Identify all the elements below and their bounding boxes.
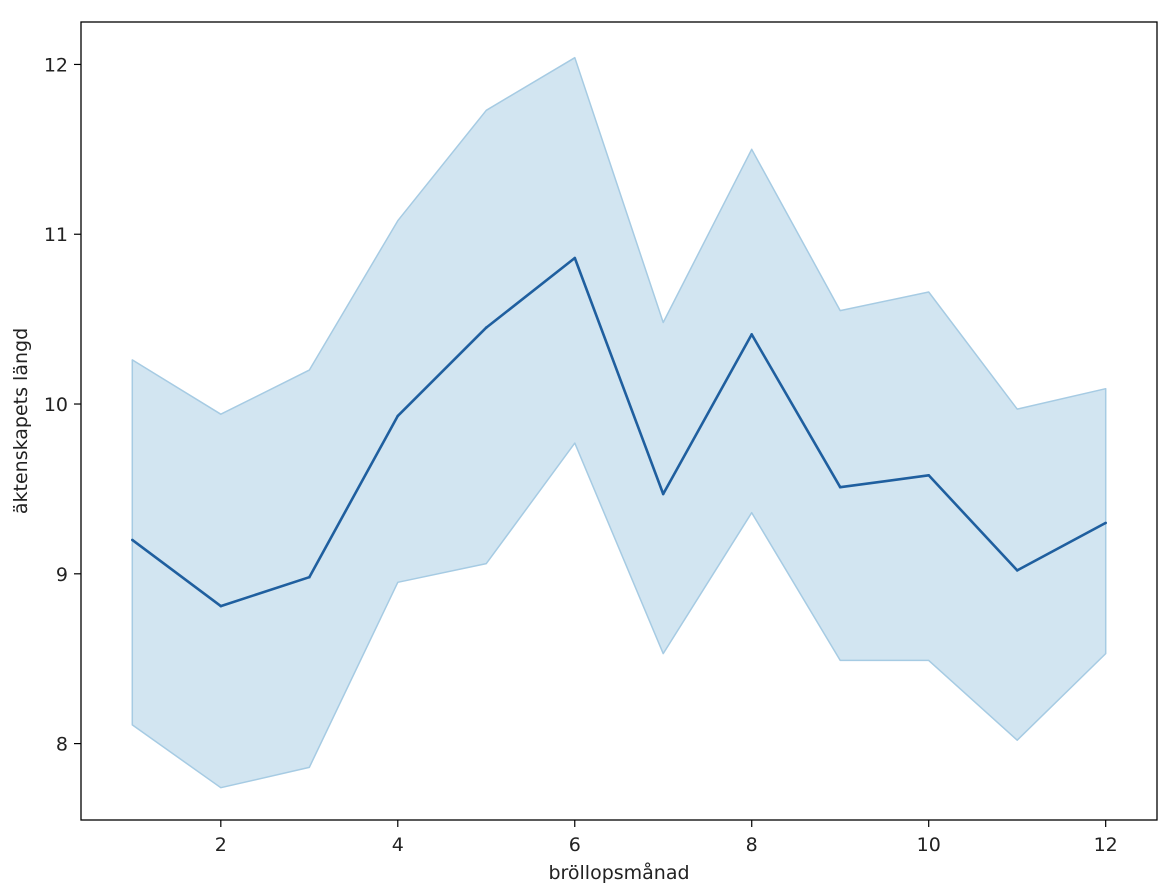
y-tick-label: 9 (56, 564, 68, 586)
data-point (396, 414, 400, 418)
data-point (131, 538, 134, 542)
y-axis: 8 9 10 11 12 (44, 54, 81, 756)
x-tick-label: 8 (746, 834, 758, 856)
data-point (485, 326, 488, 329)
y-axis-label: äktenskapets längd (10, 328, 32, 514)
y-tick-label: 10 (44, 394, 68, 416)
x-tick-label: 4 (392, 834, 404, 856)
data-point (308, 575, 311, 579)
y-tick-label: 12 (44, 54, 68, 76)
x-tick-label: 2 (215, 834, 227, 856)
data-point (838, 485, 842, 489)
y-tick-label: 8 (56, 734, 68, 756)
data-point (1104, 521, 1107, 525)
data-point (661, 492, 665, 496)
x-tick-label: 6 (569, 834, 581, 856)
x-axis-label: bröllopsmånad (548, 861, 689, 884)
confidence-band-layer (131, 56, 1107, 789)
series-line (131, 256, 1107, 608)
x-axis: 2 4 6 8 10 12 (215, 820, 1118, 856)
x-tick-label: 12 (1094, 834, 1118, 856)
data-point (750, 333, 753, 336)
series-line-layer (131, 256, 1107, 608)
data-point (927, 474, 930, 477)
data-point (1015, 569, 1019, 572)
confidence-band (131, 56, 1107, 789)
data-point (573, 256, 577, 260)
x-tick-label: 10 (917, 834, 941, 856)
y-tick-label: 11 (44, 224, 68, 246)
plot-frame (80, 21, 1158, 821)
data-point (219, 604, 223, 608)
